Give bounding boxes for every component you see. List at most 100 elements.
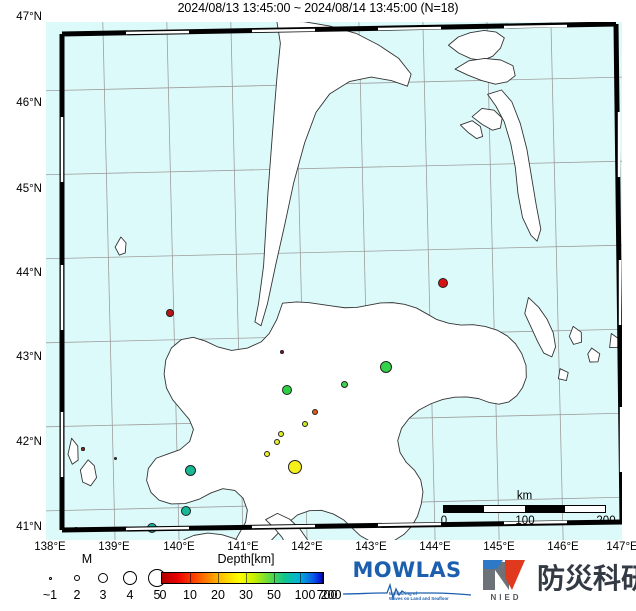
- mowlas-subtitle: Monitoring of Waves on Land and Seafloor: [389, 591, 473, 602]
- magnitude-legend-label: 3: [99, 588, 107, 602]
- scalebar-tick-200: 200: [596, 515, 616, 527]
- latitude-label: 45°N: [16, 183, 42, 195]
- small-island-ne-2: [587, 347, 601, 363]
- magnitude-legend-label: 5: [153, 588, 161, 602]
- earthquake-marker: [287, 459, 303, 475]
- depth-legend-label: 10: [183, 588, 197, 602]
- magnitude-legend-circle: [48, 576, 52, 580]
- latitude-label: 44°N: [16, 267, 42, 279]
- earthquake-marker: [184, 464, 196, 476]
- sakhalin-landmass: [254, 22, 412, 327]
- scalebar-segment: [565, 506, 605, 512]
- longitude-label: 147°E: [606, 541, 636, 553]
- longitude-label: 140°E: [163, 541, 195, 553]
- earthquake-marker: [81, 447, 85, 451]
- legend: M Depth[km] ~1 2 3 4 5 0 10 20 30 50 100 200 700 MO…: [0, 552, 636, 611]
- depth-legend-label: 100: [294, 588, 316, 602]
- kuril-island-2: [454, 57, 516, 85]
- kuril-island-3: [487, 89, 542, 242]
- okushiri-island: [79, 459, 97, 487]
- depth-legend-label: 200: [320, 588, 342, 602]
- longitude-label: 139°E: [98, 541, 130, 553]
- magnitude-legend-label: ~1: [42, 588, 58, 602]
- kuril-island-5: [459, 120, 484, 140]
- depth-colorbar-tick: [274, 572, 275, 584]
- earthquake-marker: [437, 277, 449, 289]
- earthquake-marker: [166, 309, 174, 317]
- magnitude-legend-circle: [73, 574, 81, 582]
- depth-legend-label: 0: [159, 588, 167, 602]
- earthquake-marker: [180, 505, 192, 517]
- scalebar-tick-0: 0: [440, 515, 448, 527]
- mowlas-wordmark: MOWLAS: [352, 558, 462, 582]
- latitude-label: 46°N: [16, 97, 42, 109]
- sea-background: [46, 22, 622, 540]
- longitude-label: 141°E: [227, 541, 259, 553]
- longitude-label: 145°E: [483, 541, 515, 553]
- scalebar-unit: km: [516, 490, 533, 502]
- magnitude-legend-circle: [98, 573, 108, 583]
- nied-logo: NIED 防災科研: [479, 556, 636, 606]
- honshu-tip-west: [179, 532, 247, 540]
- mowlas-subtitle-line2: Waves on Land and Seafloor: [389, 596, 449, 602]
- small-island-ne-1: [568, 325, 582, 345]
- scalebar-segment: [524, 506, 565, 512]
- mowlas-logo: MOWLAS Monitoring of Waves on Land and S…: [341, 558, 473, 606]
- earthquake-marker: [340, 380, 348, 388]
- latitude-label: 43°N: [16, 351, 42, 363]
- longitude-label: 146°E: [547, 541, 579, 553]
- depth-legend-label: 50: [267, 588, 281, 602]
- longitude-label: 138°E: [34, 541, 66, 553]
- shiretoko-peninsula: [524, 296, 557, 358]
- map-viewport: [46, 22, 622, 540]
- nied-japanese-name: 防災科研: [537, 562, 636, 595]
- magnitude-legend-label: 4: [126, 588, 134, 602]
- nied-mark-icon: [483, 560, 525, 590]
- scalebar: [443, 505, 606, 513]
- scalebar-segment: [444, 506, 485, 512]
- earthquake-marker: [263, 450, 271, 458]
- earthquake-marker: [280, 350, 284, 354]
- longitude-label: 144°E: [419, 541, 451, 553]
- map-projection-plate: [46, 22, 622, 540]
- earthquake-marker: [311, 408, 319, 416]
- magnitude-legend-circle: [123, 571, 137, 585]
- scalebar-segment: [484, 506, 524, 512]
- earthquake-marker: [277, 430, 285, 438]
- depth-colorbar: [161, 572, 324, 584]
- depth-colorbar-tick: [246, 572, 247, 584]
- rebun-island: [114, 236, 127, 256]
- depth-legend-title: Depth[km]: [217, 552, 275, 566]
- map-container: km 0 100 200: [0, 16, 636, 540]
- page-title: 2024/08/13 13:45:00 ~ 2024/08/14 13:45:0…: [177, 1, 459, 15]
- small-island-west: [67, 437, 79, 465]
- earthquake-marker: [281, 384, 293, 396]
- latitude-label: 42°N: [16, 436, 42, 448]
- mowlas-subtitle-line1: Monitoring of: [389, 591, 418, 596]
- longitude-label: 142°E: [291, 541, 323, 553]
- depth-colorbar-tick: [218, 572, 219, 584]
- depth-colorbar-tick: [300, 572, 301, 584]
- earthquake-marker: [380, 361, 392, 373]
- earthquake-marker: [273, 438, 281, 446]
- scalebar-tick-100: 100: [515, 515, 535, 527]
- mowlas-waveform-icon: [342, 582, 472, 600]
- depth-colorbar-tick: [322, 572, 323, 584]
- depth-colorbar-ticks: [161, 572, 324, 584]
- depth-legend-label: 20: [211, 588, 225, 602]
- earthquake-marker: [301, 420, 309, 428]
- kuril-island-4: [471, 108, 503, 131]
- magnitude-legend-title: M: [81, 552, 93, 566]
- longitude-label: 143°E: [355, 541, 387, 553]
- latitude-label: 41°N: [16, 521, 42, 533]
- depth-colorbar-tick: [190, 572, 191, 584]
- magnitude-legend-label: 2: [73, 588, 81, 602]
- latitude-label: 47°N: [16, 11, 42, 23]
- earthquake-marker: [147, 523, 157, 533]
- nied-wordmark: NIED: [490, 593, 522, 602]
- map-svg: [46, 22, 622, 540]
- depth-legend-label: 700: [316, 588, 338, 602]
- hokkaido-landmass: [146, 301, 527, 540]
- depth-legend-label: 30: [239, 588, 253, 602]
- small-island-ne-4: [557, 368, 569, 382]
